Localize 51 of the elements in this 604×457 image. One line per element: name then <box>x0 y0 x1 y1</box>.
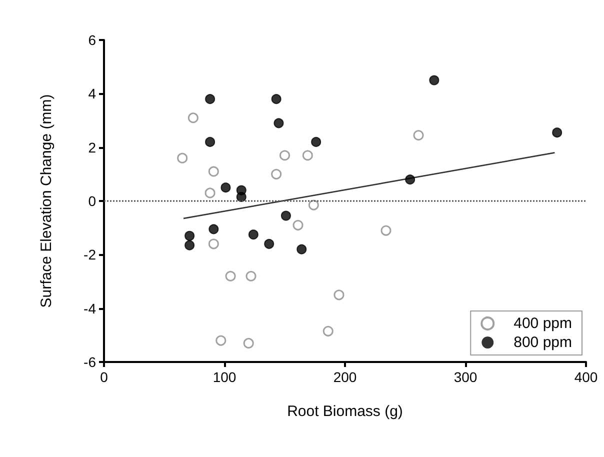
point <box>216 335 226 346</box>
point <box>243 338 254 348</box>
point <box>552 128 562 138</box>
point <box>311 136 322 147</box>
point <box>246 270 256 282</box>
point <box>308 200 319 210</box>
point <box>248 230 258 240</box>
point <box>322 326 334 336</box>
y-tick-label: -2 <box>84 246 96 263</box>
point <box>205 94 216 104</box>
point <box>271 168 282 180</box>
y-tick-label: 2 <box>88 139 96 156</box>
legend-label: 400 ppm <box>514 315 572 332</box>
y-tick-label: -4 <box>84 300 96 316</box>
point <box>184 230 195 241</box>
x-tick-label: 300 <box>454 369 478 385</box>
point <box>236 192 246 202</box>
x-tick-label: 100 <box>212 369 236 385</box>
point <box>208 224 219 234</box>
point <box>274 118 284 128</box>
y-tick-label: -6 <box>84 354 96 370</box>
x-tick-label: 200 <box>333 369 357 385</box>
point <box>220 182 231 193</box>
y-tick-label: 6 <box>88 32 96 48</box>
x-tick-label: 400 <box>574 369 598 385</box>
point <box>292 220 304 230</box>
point <box>271 94 282 104</box>
point <box>296 244 307 254</box>
y-axis-title: Surface Elevation Change (mm) <box>38 94 55 308</box>
point <box>280 150 290 161</box>
point <box>302 150 313 161</box>
x-axis-title: Root Biomass (g) <box>287 403 403 420</box>
point <box>380 225 392 236</box>
point <box>188 112 198 124</box>
point <box>184 240 195 250</box>
point <box>225 270 236 282</box>
y-tick-label: 4 <box>88 86 96 102</box>
point <box>405 174 416 185</box>
y-tick-label: 0 <box>88 193 96 209</box>
point <box>429 75 440 86</box>
point <box>264 238 274 249</box>
point <box>177 152 188 164</box>
legend-label: 800 ppm <box>514 334 572 351</box>
point <box>204 188 216 198</box>
x-tick-label: 0 <box>100 369 108 385</box>
point <box>413 130 424 141</box>
point <box>280 210 291 221</box>
point <box>208 238 219 250</box>
point <box>205 136 216 147</box>
point <box>208 166 219 177</box>
point <box>334 290 344 300</box>
